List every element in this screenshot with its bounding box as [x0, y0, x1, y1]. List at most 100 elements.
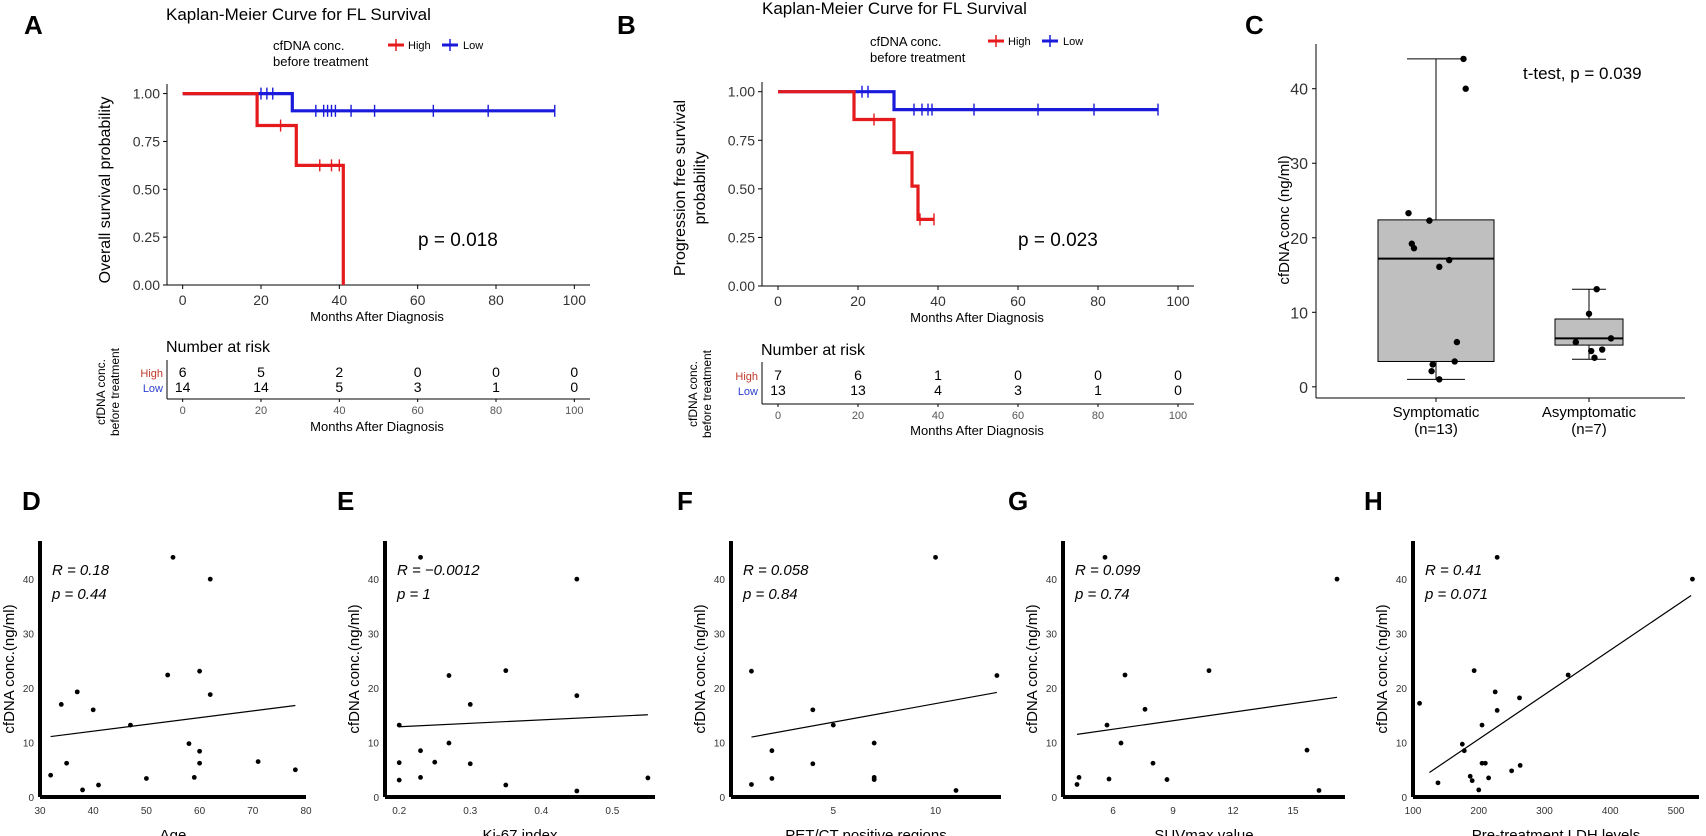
- data-point-e: [503, 782, 509, 788]
- group-label-symptomatic: Symptomatic: [1393, 404, 1480, 421]
- y-tick-label-d: 40: [23, 575, 35, 586]
- y-tick-label-h: 10: [1396, 739, 1408, 750]
- data-point-g: [1150, 760, 1156, 766]
- risk-xlabel-a: Months After Diagnosis: [310, 419, 444, 434]
- ylabel-h: cfDNA conc.(ng/ml): [1374, 604, 1391, 733]
- risk-row-label-a-high: High: [140, 368, 163, 380]
- x-tick-label-g: 6: [1110, 806, 1116, 817]
- risk-count-a: 5: [335, 379, 343, 395]
- data-point-e: [467, 702, 473, 707]
- data-point-h: [1492, 689, 1498, 695]
- data-point-d: [90, 707, 96, 713]
- xlabel-e: Ki-67 index: [482, 827, 558, 836]
- risk-x-tick-label-b: 20: [852, 410, 864, 422]
- data-point-f: [810, 761, 816, 767]
- data-point-c: [1593, 285, 1600, 293]
- legend-label-a-high: High: [408, 40, 431, 52]
- data-point-d: [58, 702, 64, 707]
- risk-x-tick-label-a: 40: [333, 405, 345, 417]
- data-point-e: [467, 761, 473, 767]
- data-point-f: [953, 788, 959, 793]
- panel-label-g: G: [1008, 486, 1028, 516]
- data-point-f: [749, 782, 754, 787]
- scatter-chart-e: 0 10 20 30 40 0.2 0.3 0.4 0.5 R = −0.0012 p = 1 Ki-…: [346, 541, 655, 836]
- data-point-h: [1435, 780, 1441, 786]
- data-point-h: [1509, 768, 1515, 774]
- y-tick-label-b: 0.25: [728, 229, 755, 245]
- risk-count-b: 0: [1014, 367, 1022, 383]
- data-point-h: [1459, 741, 1465, 747]
- x-tick-label-b: 100: [1166, 293, 1190, 309]
- data-point-f: [810, 707, 816, 713]
- risk-group-label-b-1: cfDNA conc.: [686, 361, 700, 427]
- km-plot-a: 0.00 0.25 0.50 0.75 1.00 0 20 40 60 80 100: [133, 84, 590, 308]
- data-point-f: [871, 740, 877, 746]
- data-point-c: [1460, 55, 1467, 63]
- x-tick-label-d: 40: [88, 806, 100, 817]
- data-point-f: [769, 776, 775, 781]
- x-tick-label-h: 100: [1405, 806, 1422, 817]
- risk-x-tick-label-b: 100: [1169, 410, 1187, 422]
- panel-label-d: D: [22, 486, 41, 516]
- y-tick-label-g: 0: [1051, 793, 1057, 804]
- data-point-c: [1451, 358, 1458, 365]
- ylabel-c: cfDNA conc (ng/ml): [1276, 155, 1293, 284]
- risk-x-tick-label-a: 80: [490, 405, 502, 417]
- y-tick-label-a: 0.00: [133, 277, 160, 293]
- data-point-d: [197, 760, 203, 766]
- km-chart-b: Kaplan-Meier Curve for FL Survival cfDNA…: [672, 0, 1194, 438]
- y-tick-label-e: 10: [368, 739, 380, 750]
- ylabel-f: cfDNA conc.(ng/ml): [692, 604, 709, 733]
- data-point-e: [503, 668, 509, 674]
- x-tick-label-b: 60: [1010, 293, 1026, 309]
- ylabel-b-2: probability: [692, 152, 709, 225]
- x-tick-label-d: 60: [194, 806, 206, 817]
- data-point-c: [1462, 85, 1469, 92]
- legend-label-b-high: High: [1008, 36, 1031, 48]
- risk-row-label-b-high: High: [735, 371, 758, 383]
- data-point-c: [1599, 346, 1606, 353]
- data-point-g: [1102, 554, 1108, 560]
- data-point-d: [165, 672, 171, 678]
- data-point-e: [574, 788, 580, 794]
- data-point-h: [1476, 787, 1482, 793]
- km-chart-a: Kaplan-Meier Curve for FL Survival cfDNA…: [94, 5, 590, 436]
- x-tick-label-a: 100: [563, 292, 587, 308]
- x-tick-label-a: 40: [332, 292, 348, 308]
- legend-title-a-2: before treatment: [273, 54, 369, 69]
- box-1: [1554, 318, 1624, 346]
- data-point-e: [418, 748, 423, 754]
- x-tick-label-d: 80: [300, 806, 312, 817]
- regression-line-f: [751, 691, 998, 738]
- km-line-b-low: [778, 90, 1158, 112]
- risk-count-b: 0: [1094, 367, 1102, 383]
- risk-x-tick-label-a: 60: [412, 405, 424, 417]
- ylabel-e: cfDNA conc.(ng/ml): [346, 604, 363, 733]
- x-tick-label-g: 9: [1170, 806, 1176, 817]
- regression-line-d: [50, 704, 296, 738]
- x-tick-label-f: 10: [930, 806, 942, 817]
- x-tick-label-h: 300: [1536, 806, 1553, 817]
- y-tick-label-d: 0: [28, 793, 34, 804]
- pvalue-b: p = 0.023: [1018, 230, 1098, 251]
- risk-count-a: 0: [414, 364, 422, 380]
- regression-line-h: [1429, 594, 1692, 773]
- data-point-g: [1164, 777, 1170, 782]
- data-point-h: [1690, 576, 1695, 582]
- data-point-h: [1417, 700, 1422, 706]
- data-point-g: [1076, 774, 1082, 780]
- x-tick-label-a: 0: [179, 292, 187, 308]
- data-point-g: [1316, 788, 1322, 793]
- xlabel-b: Months After Diagnosis: [910, 310, 1044, 325]
- risk-group-label-b-2: before treatment: [700, 349, 714, 438]
- risk-count-b: 13: [770, 382, 786, 398]
- data-point-c: [1607, 335, 1615, 342]
- stat-r-d: R = 0.18: [52, 562, 110, 579]
- data-point-f: [933, 554, 938, 560]
- km-line-a-high: [182, 91, 345, 285]
- risk-count-b: 6: [854, 367, 862, 383]
- group-n-asymptomatic: (n=7): [1571, 421, 1606, 438]
- legend-label-a-low: Low: [463, 40, 483, 52]
- panel-label-c: C: [1245, 10, 1264, 40]
